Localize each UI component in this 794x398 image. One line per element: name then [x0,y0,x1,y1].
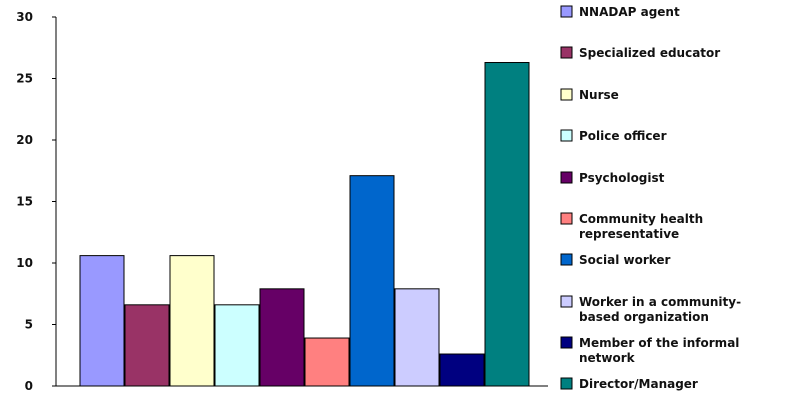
legend-label: Director/Manager [579,377,698,391]
bar-6 [304,337,350,387]
y-tick-label: 15 [16,195,33,209]
legend-item: Nurse [560,88,619,102]
bar-10 [484,62,530,387]
legend-label: representative [579,227,679,241]
legend: NNADAP agent Specialized educator Nurse Pol… [560,5,741,391]
legend-item: Director/Manager [560,377,698,391]
legend-item: NNADAP agent [560,5,680,19]
y-tick-label: 30 [16,10,33,24]
bars [79,62,530,387]
legend-item: Police officer [560,129,667,143]
legend-swatch [560,336,573,349]
legend-swatch [560,253,573,266]
y-tick-label: 20 [16,133,33,147]
legend-item: Social worker [560,253,671,267]
legend-swatch [560,88,573,101]
legend-label: Psychologist [579,171,665,185]
legend-label: Member of the informal [579,336,739,350]
legend-label: Nurse [579,88,619,102]
legend-label: Social worker [579,253,671,267]
y-tick-label: 25 [16,72,33,86]
legend-label: Specialized educator [579,46,720,60]
legend-item: Psychologist [560,171,665,185]
legend-swatch [560,5,573,18]
legend-swatch [560,171,573,184]
legend-item: Specialized educator [560,46,720,60]
legend-item: Worker in a community-based organization [560,295,741,324]
y-tick-label: 5 [25,318,33,332]
bar-5 [259,288,305,387]
bar-1 [79,255,125,387]
y-tick-label: 0 [25,379,33,393]
legend-label: Community health [579,212,703,226]
legend-label: NNADAP agent [579,5,680,19]
bar-4 [214,304,260,387]
legend-label: based organization [579,310,709,324]
bar-2 [124,304,170,387]
legend-swatch [560,212,573,225]
bar-7 [349,175,395,387]
legend-swatch [560,377,573,390]
legend-label: Police officer [579,129,667,143]
legend-label: Worker in a community- [579,295,741,309]
legend-swatch [560,295,573,308]
bar-9 [439,353,485,387]
legend-swatch [560,129,573,142]
legend-label: network [579,351,636,365]
y-tick-label: 10 [16,256,33,270]
bar-3 [169,255,215,387]
legend-swatch [560,46,573,59]
bar-8 [394,288,440,387]
